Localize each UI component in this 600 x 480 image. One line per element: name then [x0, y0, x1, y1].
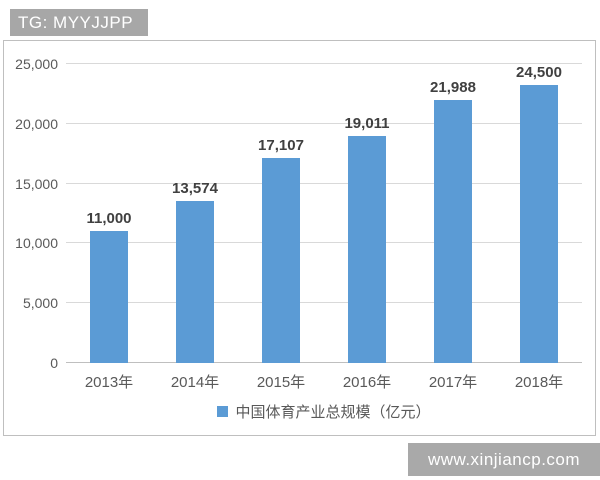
x-tick-label: 2014年 — [170, 374, 220, 391]
bar-value-label: 13,574 — [172, 179, 218, 197]
bar-value-label: 11,000 — [86, 210, 132, 228]
y-tick-label: 20,000 — [15, 115, 58, 132]
plot-area: 0 5,000 10,000 15,000 20,000 25,000 11,000 13,5… — [15, 56, 582, 371]
bar-group: 19,011 — [324, 64, 410, 363]
y-tick-label: 10,000 — [15, 235, 58, 252]
gridline — [66, 242, 582, 244]
bar-group: 11,000 — [66, 64, 152, 363]
legend-marker-icon — [217, 406, 229, 417]
bar — [90, 231, 128, 363]
x-tick-label: 2018年 — [514, 374, 564, 391]
bottom-watermark: www.xinjiancp.com — [408, 443, 600, 476]
x-axis-line — [66, 362, 582, 363]
bar-group: 24,500 — [496, 64, 582, 363]
y-tick-label: 5,000 — [22, 295, 58, 312]
top-watermark: TG: MYYJJPP — [10, 9, 148, 36]
top-watermark-text: TG: MYYJJPP — [18, 12, 134, 32]
bar-group: 13,574 — [152, 64, 238, 363]
x-tick-label: 2015年 — [256, 374, 306, 391]
gridline — [66, 63, 582, 64]
bar — [434, 100, 472, 363]
gridline — [66, 182, 582, 184]
x-tick-label: 2017年 — [428, 374, 478, 391]
bar — [176, 200, 214, 363]
bottom-watermark-text: www.xinjiancp.com — [427, 449, 581, 469]
bar — [348, 135, 386, 363]
bar-value-label: 19,011 — [344, 114, 390, 132]
bar-value-label: 17,107 — [258, 137, 304, 155]
x-tick-label: 2013年 — [84, 374, 134, 391]
chart-legend: 中国体育产业总规模（亿元） — [66, 401, 582, 422]
y-tick-label: 15,000 — [15, 175, 58, 192]
y-tick-label: 0 — [50, 355, 58, 371]
bars-row: 11,000 13,574 17,107 19,011 21,988 24,500 — [66, 64, 582, 363]
y-tick-label: 25,000 — [15, 56, 58, 72]
x-tick-label: 2016年 — [342, 374, 392, 391]
bar — [262, 158, 300, 363]
bar — [520, 85, 558, 363]
legend-label: 中国体育产业总规模（亿元） — [235, 404, 431, 421]
bar-value-label: 24,500 — [516, 64, 562, 81]
x-axis: 2013年 2014年 2015年 2016年 2017年 2018年 — [66, 371, 582, 392]
bar-chart: 0 5,000 10,000 15,000 20,000 25,000 11,000 13,5… — [3, 40, 596, 436]
gridline — [66, 122, 582, 124]
gridline — [66, 302, 582, 304]
bar-group: 21,988 — [410, 64, 496, 363]
bar-group: 17,107 — [238, 64, 324, 363]
bar-value-label: 21,988 — [430, 79, 476, 97]
